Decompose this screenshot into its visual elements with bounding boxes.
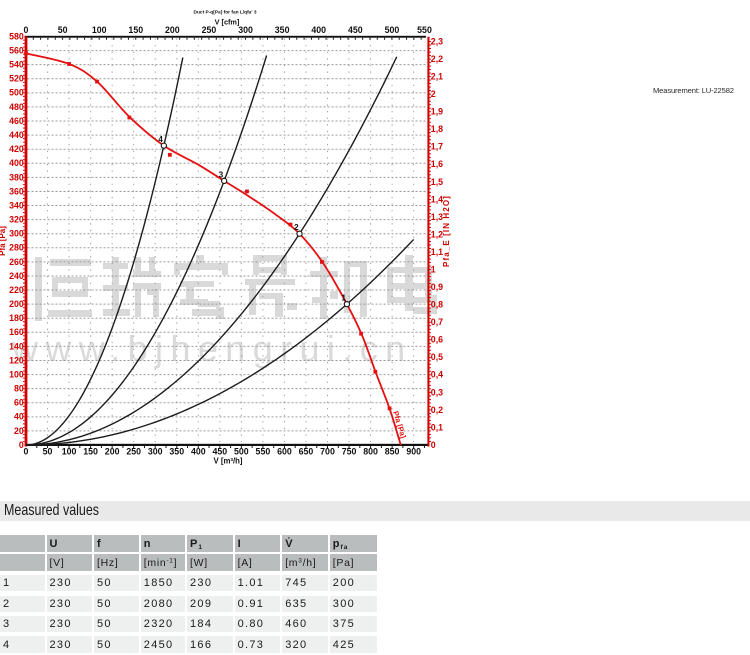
svg-text:140: 140 (9, 341, 24, 351)
svg-text:1,1: 1,1 (431, 247, 443, 257)
svg-text:Duct P-q[Pa] for fan L/qfa' 3: Duct P-q[Pa] for fan L/qfa' 3 (194, 10, 257, 16)
svg-text:100: 100 (62, 447, 77, 457)
svg-text:0: 0 (19, 440, 24, 450)
svg-text:0,2: 0,2 (431, 405, 443, 415)
svg-text:580: 580 (9, 31, 24, 41)
svg-text:700: 700 (320, 447, 335, 457)
svg-text:1,5: 1,5 (431, 177, 443, 187)
svg-text:300: 300 (148, 447, 163, 457)
svg-text:50: 50 (58, 25, 68, 35)
svg-text:200: 200 (165, 25, 180, 35)
svg-text:560: 560 (9, 45, 24, 55)
svg-text:V [cfm]: V [cfm] (215, 18, 240, 27)
svg-text:480: 480 (9, 102, 24, 112)
svg-text:180: 180 (9, 313, 24, 323)
svg-text:250: 250 (126, 447, 141, 457)
svg-text:1: 1 (341, 294, 346, 303)
svg-text:400: 400 (311, 25, 326, 35)
svg-text:520: 520 (9, 74, 24, 84)
svg-text:0,7: 0,7 (431, 317, 443, 327)
svg-text:0: 0 (24, 447, 29, 457)
svg-text:350: 350 (169, 447, 184, 457)
svg-text:160: 160 (9, 327, 24, 337)
svg-text:1,9: 1,9 (431, 107, 443, 117)
svg-text:900: 900 (406, 447, 421, 457)
svg-text:50: 50 (43, 447, 53, 457)
svg-text:www.bjhengrui.cn: www.bjhengrui.cn (11, 328, 413, 369)
svg-text:1,6: 1,6 (431, 159, 443, 169)
svg-text:260: 260 (9, 257, 24, 267)
svg-text:220: 220 (9, 285, 24, 295)
svg-text:400: 400 (191, 447, 206, 457)
svg-text:380: 380 (9, 172, 24, 182)
svg-text:0,4: 0,4 (431, 370, 443, 380)
svg-text:500: 500 (234, 447, 249, 457)
svg-text:250: 250 (202, 25, 217, 35)
svg-text:Pfa_E [IN H2O]: Pfa_E [IN H2O] (442, 195, 451, 267)
svg-text:460: 460 (9, 116, 24, 126)
svg-text:2,2: 2,2 (431, 54, 443, 64)
svg-text:360: 360 (9, 186, 24, 196)
svg-text:1,3: 1,3 (431, 212, 443, 222)
svg-text:1,2: 1,2 (431, 229, 443, 239)
svg-text:Measurement: LU-22582: Measurement: LU-22582 (653, 86, 734, 95)
svg-text:100: 100 (92, 25, 107, 35)
svg-text:150: 150 (128, 25, 143, 35)
svg-text:1,4: 1,4 (431, 194, 443, 204)
svg-text:350: 350 (275, 25, 290, 35)
svg-text:Pfa [Pa]: Pfa [Pa] (0, 226, 7, 256)
svg-text:3: 3 (219, 170, 224, 179)
svg-text:2: 2 (294, 223, 299, 232)
svg-text:0,5: 0,5 (431, 352, 443, 362)
svg-text:4: 4 (158, 135, 163, 144)
svg-text:100: 100 (9, 369, 24, 379)
svg-text:500: 500 (385, 25, 400, 35)
svg-text:0,3: 0,3 (431, 387, 443, 397)
svg-text:120: 120 (9, 355, 24, 365)
svg-text:500: 500 (9, 88, 24, 98)
svg-text:400: 400 (9, 158, 24, 168)
svg-text:280: 280 (9, 243, 24, 253)
svg-text:450: 450 (212, 447, 227, 457)
svg-text:20: 20 (14, 426, 24, 436)
svg-text:750: 750 (342, 447, 357, 457)
svg-text:340: 340 (9, 200, 24, 210)
svg-text:Pfa [Pa]: Pfa [Pa] (391, 410, 408, 440)
svg-text:0: 0 (24, 25, 29, 35)
svg-text:300: 300 (238, 25, 253, 35)
svg-text:550: 550 (256, 447, 271, 457)
svg-text:1: 1 (431, 264, 436, 274)
svg-text:2,3: 2,3 (431, 36, 443, 46)
svg-text:850: 850 (385, 447, 400, 457)
svg-text:420: 420 (9, 144, 24, 154)
svg-text:650: 650 (299, 447, 314, 457)
svg-text:800: 800 (363, 447, 378, 457)
svg-text:60: 60 (14, 398, 24, 408)
svg-text:550: 550 (417, 25, 432, 35)
svg-text:V [m³/h]: V [m³/h] (213, 457, 242, 466)
svg-text:80: 80 (14, 384, 24, 394)
svg-text:200: 200 (105, 447, 120, 457)
svg-text:0: 0 (431, 440, 436, 450)
svg-text:1,7: 1,7 (431, 142, 443, 152)
svg-text:440: 440 (9, 130, 24, 140)
svg-text:40: 40 (14, 412, 24, 422)
svg-text:450: 450 (348, 25, 363, 35)
svg-text:240: 240 (9, 271, 24, 281)
svg-text:2,1: 2,1 (431, 71, 443, 81)
svg-text:1,8: 1,8 (431, 124, 443, 134)
svg-text:0,1: 0,1 (431, 422, 443, 432)
svg-text:600: 600 (277, 447, 292, 457)
svg-text:200: 200 (9, 299, 24, 309)
svg-text:0,8: 0,8 (431, 300, 443, 310)
svg-text:540: 540 (9, 60, 24, 70)
svg-text:2: 2 (431, 89, 436, 99)
svg-text:150: 150 (83, 447, 98, 457)
svg-text:300: 300 (9, 229, 24, 239)
svg-text:320: 320 (9, 215, 24, 225)
svg-text:0,9: 0,9 (431, 282, 443, 292)
svg-text:0,6: 0,6 (431, 335, 443, 345)
